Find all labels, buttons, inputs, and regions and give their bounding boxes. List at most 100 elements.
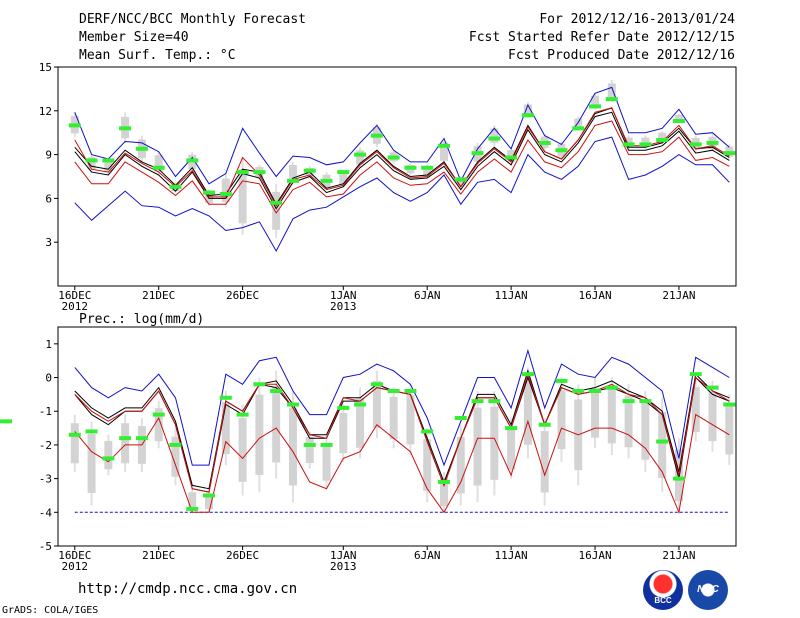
temp-green-mark xyxy=(471,151,484,156)
precip-frame xyxy=(57,326,737,547)
precip-green-mark xyxy=(303,442,316,447)
temp-green-mark xyxy=(85,158,98,163)
temp-box xyxy=(339,174,348,185)
temp-x-tick-label: 11JAN xyxy=(495,289,528,302)
temp-year-label: 2013 xyxy=(330,300,357,313)
temp-x-tick-label: 16DEC xyxy=(58,289,91,302)
temp-green-mark xyxy=(337,170,350,175)
precip-green-mark xyxy=(286,402,299,407)
precip-green-mark xyxy=(672,476,685,481)
temp-box xyxy=(356,150,365,165)
temp-box xyxy=(154,155,163,172)
temp-box xyxy=(288,164,297,180)
precip-box xyxy=(322,442,331,481)
precip-box xyxy=(523,381,532,445)
temp-box xyxy=(674,115,683,122)
temp-box xyxy=(641,137,650,147)
temp-box xyxy=(423,166,432,176)
precip-box xyxy=(87,433,96,493)
precip-x-tick-label: 1JAN xyxy=(330,549,357,562)
temp-x-tick-label: 26DEC xyxy=(226,289,259,302)
precip-series-max xyxy=(74,348,730,467)
precip-green-mark xyxy=(639,399,652,404)
precip-year-label: 2013 xyxy=(330,560,357,573)
precip-green-mark xyxy=(152,412,165,417)
precip-green-mark xyxy=(236,412,249,417)
temp-green-mark xyxy=(589,104,602,109)
precip-box xyxy=(439,477,448,507)
temp-frame xyxy=(57,66,737,287)
precip-green-mark xyxy=(68,432,81,437)
precip-green-mark xyxy=(320,442,333,447)
precip-green-mark xyxy=(488,399,501,404)
temp-green-mark xyxy=(119,126,132,131)
precip-box xyxy=(154,408,163,442)
precip-green-mark xyxy=(656,439,669,444)
temp-box xyxy=(272,191,281,230)
temp-box xyxy=(87,157,96,170)
precip-y-tick-label: -1 xyxy=(39,405,52,418)
precip-green-mark xyxy=(471,399,484,404)
precip-x-tick-label: 21DEC xyxy=(142,549,175,562)
precip-box xyxy=(205,495,214,510)
precip-year-label: 2012 xyxy=(62,560,89,573)
precip-box xyxy=(104,440,113,470)
precip-green-mark xyxy=(572,389,585,394)
precip-green-mark xyxy=(706,385,719,390)
temp-green-mark xyxy=(706,140,719,145)
chart-title: DERF/NCC/BCC Monthly Forecast xyxy=(79,12,306,27)
temp-green-mark xyxy=(605,97,618,102)
precip-box xyxy=(372,380,381,429)
temp-green-mark xyxy=(152,165,165,170)
precip-box xyxy=(423,439,432,492)
precip-box xyxy=(473,407,482,486)
temp-y-tick-label: 9 xyxy=(45,149,52,162)
temp-box xyxy=(221,178,230,203)
precip-box xyxy=(272,386,281,463)
temp-series-ens_mean xyxy=(74,111,730,210)
temp-x-tick-label: 6JAN xyxy=(414,289,441,302)
precip-box xyxy=(389,396,398,440)
precip-box xyxy=(607,389,616,444)
precip-green-mark xyxy=(589,389,602,394)
precip-green-mark xyxy=(169,442,182,447)
temp-series-red_lower xyxy=(74,120,730,214)
precip-y-tick-label: 0 xyxy=(45,372,52,385)
precip-green-mark xyxy=(186,506,199,511)
precip-y-tick-label: -3 xyxy=(39,473,52,486)
precip-green-mark xyxy=(689,372,702,377)
temp-green-mark xyxy=(186,158,199,163)
temp-green-mark xyxy=(387,155,400,160)
precip-green-mark xyxy=(505,426,518,431)
precip-box xyxy=(121,423,130,464)
precip-green-mark xyxy=(387,389,400,394)
temp-green-mark xyxy=(622,142,635,147)
temp-green-mark xyxy=(135,146,148,151)
temp-green-mark xyxy=(303,168,316,173)
temp-x-tick-label: 1JAN xyxy=(330,289,357,302)
precip-box xyxy=(255,394,264,475)
temp-green-mark xyxy=(219,192,232,197)
temp-green-mark xyxy=(488,136,501,141)
bcc-logo-text: BCC xyxy=(654,596,672,605)
source-url[interactable]: http://cmdp.ncc.cma.gov.cn xyxy=(78,581,298,597)
produced-date-label: Fcst Produced Date 2012/12/16 xyxy=(508,48,735,63)
temp-green-mark xyxy=(656,138,669,142)
temp-green-mark xyxy=(437,143,450,148)
bcc-logo: BCC xyxy=(643,570,683,610)
precip-series-red_lower xyxy=(74,413,730,515)
temp-green-mark xyxy=(320,178,333,183)
grads-credit: GrADS: COLA/IGES xyxy=(2,605,99,616)
temp-green-mark xyxy=(538,140,551,145)
variable-label: Mean Surf. Temp.: °C xyxy=(79,48,236,63)
precip-green-mark xyxy=(538,422,551,427)
temp-year-label: 2012 xyxy=(62,300,89,313)
temp-green-mark xyxy=(253,170,266,175)
precip-green-mark xyxy=(102,456,115,461)
precip-green-mark xyxy=(437,479,450,484)
temp-y-tick-label: 3 xyxy=(45,236,52,249)
precip-green-mark xyxy=(270,389,283,394)
precip-box xyxy=(658,411,667,478)
precip-box xyxy=(557,390,566,450)
